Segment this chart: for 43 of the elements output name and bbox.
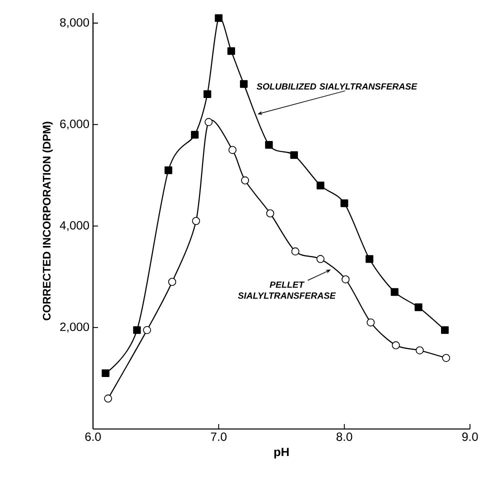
point xyxy=(164,166,172,174)
point xyxy=(316,255,324,264)
point xyxy=(102,369,110,378)
y-tick-label: 6,000 xyxy=(60,120,90,130)
point xyxy=(168,278,176,286)
point xyxy=(366,318,375,326)
point xyxy=(190,130,199,139)
x-axis-title: pH xyxy=(274,448,289,459)
point xyxy=(265,141,273,149)
point xyxy=(441,326,449,334)
point xyxy=(266,209,274,218)
point xyxy=(143,326,152,334)
y-tick-label: 2,000 xyxy=(60,322,90,332)
y-axis-title: CORRECTED INCORPORATION (DPM) xyxy=(42,122,53,320)
point xyxy=(442,354,450,362)
point xyxy=(204,118,213,126)
point xyxy=(390,288,398,296)
point xyxy=(204,90,212,98)
x-tick-label: 8.0 xyxy=(336,432,352,441)
point xyxy=(340,199,348,208)
y-tick-label: 4,000 xyxy=(60,221,90,231)
y-tick-label: 8,000 xyxy=(60,18,90,28)
point xyxy=(414,303,422,312)
point xyxy=(214,14,223,22)
point xyxy=(316,182,324,190)
point xyxy=(392,341,400,350)
point xyxy=(192,216,200,225)
x-tick-label: 6.0 xyxy=(85,432,101,441)
point xyxy=(241,176,250,184)
point xyxy=(104,394,112,403)
point xyxy=(133,326,141,334)
x-tick-label: 9.0 xyxy=(462,432,478,441)
point xyxy=(416,346,424,354)
point xyxy=(290,151,298,159)
point xyxy=(342,275,350,284)
point xyxy=(228,146,236,154)
point xyxy=(366,255,374,263)
x-tick-label: 7.0 xyxy=(210,432,227,441)
point xyxy=(227,47,236,55)
point xyxy=(291,247,300,256)
annotation: SOLUBILIZED SIALYLTRANSFERASE xyxy=(256,83,418,90)
annotation: PELLET SIALYLTRANSFERASE xyxy=(238,282,336,299)
point xyxy=(240,80,248,88)
